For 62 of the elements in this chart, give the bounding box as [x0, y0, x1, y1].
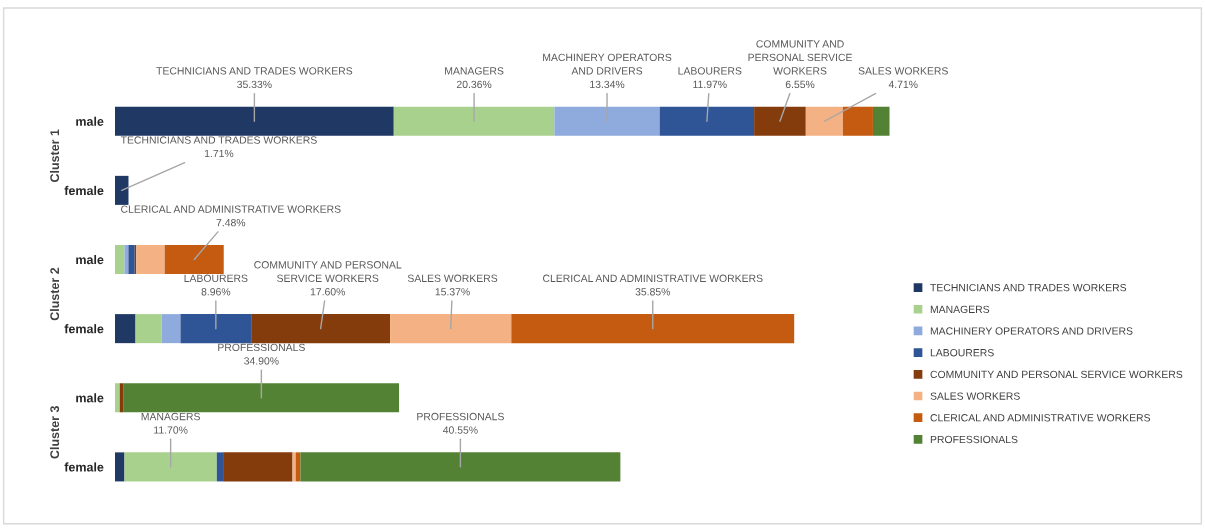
data-label: CLERICAL AND ADMINISTRATIVE WORKERS 35.85% [543, 274, 763, 296]
data-label: SALES WORKERS 4.71% [858, 67, 948, 89]
bar [124, 452, 217, 482]
bar [659, 106, 755, 136]
y-tick-label: male [76, 254, 104, 265]
bar [872, 106, 890, 136]
bar [115, 106, 394, 136]
y-tick-label: female [64, 185, 104, 196]
legend-label: PROFESSIONALS [930, 435, 1018, 444]
text: Cluster 2 [49, 267, 60, 321]
data-label: PROFESSIONALS 40.55% [417, 412, 504, 434]
bar [842, 106, 873, 136]
text: Cluster 1 [49, 129, 60, 183]
y-tick-label: female [64, 324, 104, 334]
bar [251, 314, 391, 344]
bar [115, 452, 125, 482]
bar [115, 314, 136, 344]
bar [135, 314, 162, 344]
bar [164, 244, 224, 275]
data-label: MANAGERS 20.36% [445, 67, 504, 89]
data-label: CLERICAL AND ADMINISTRATIVE WORKERS 7.48% [121, 205, 341, 227]
data-label: COMMUNITY AND PERSONAL SERVICE WORKERS 6.55% [748, 40, 852, 89]
data-label: COMMUNITY AND PERSONAL SERVICE WORKERS 17.60% [254, 261, 402, 296]
legend-label: COMMUNITY AND PERSONAL SERVICE WORKERS [930, 370, 1183, 379]
data-label: TECHNICIANS AND TRADES WORKERS 1.71% [120, 136, 317, 158]
data-label: LABOURERS 8.96% [184, 274, 248, 296]
bar [115, 244, 125, 275]
bar [136, 244, 165, 275]
y-tick-label: female [64, 462, 104, 472]
text: Cluster 3 [49, 406, 60, 459]
legend-label: LABOURERS [930, 349, 994, 357]
bar [300, 452, 621, 482]
bar [805, 106, 843, 136]
bar [119, 383, 124, 413]
bar [390, 314, 512, 344]
y-tick-label: male [76, 116, 104, 126]
legend-label: SALES WORKERS [930, 392, 1020, 400]
bar [292, 452, 296, 482]
bar [754, 106, 806, 136]
legend-label: CLERICAL AND ADMINISTRATIVE WORKERS [930, 414, 1151, 422]
data-label: SALES WORKERS 15.37% [407, 274, 498, 296]
bar [115, 383, 120, 413]
bar [393, 106, 555, 136]
data-label: MACHINERY OPERATORS AND DRIVERS 13.34% [543, 53, 672, 89]
y-tick-label: male [76, 393, 104, 403]
bar [511, 314, 795, 344]
data-label: PROFESSIONALS 34.90% [218, 343, 305, 365]
legend-label: TECHNICIANS AND TRADES WORKERS [930, 283, 1127, 292]
bar [124, 244, 129, 275]
data-label: MANAGERS 11.70% [141, 412, 200, 434]
bar [223, 452, 293, 482]
legend-label: MACHINERY OPERATORS AND DRIVERS [930, 327, 1133, 335]
bar [161, 314, 181, 344]
bar [554, 106, 660, 136]
bar [128, 244, 135, 275]
data-label: LABOURERS 11.97% [678, 67, 742, 89]
bar [180, 314, 252, 344]
data-label: TECHNICIANS AND TRADES WORKERS 35.33% [156, 67, 353, 89]
bar [123, 383, 400, 413]
bar [216, 452, 224, 482]
bar [115, 175, 129, 205]
legend-label: MANAGERS [930, 305, 990, 314]
